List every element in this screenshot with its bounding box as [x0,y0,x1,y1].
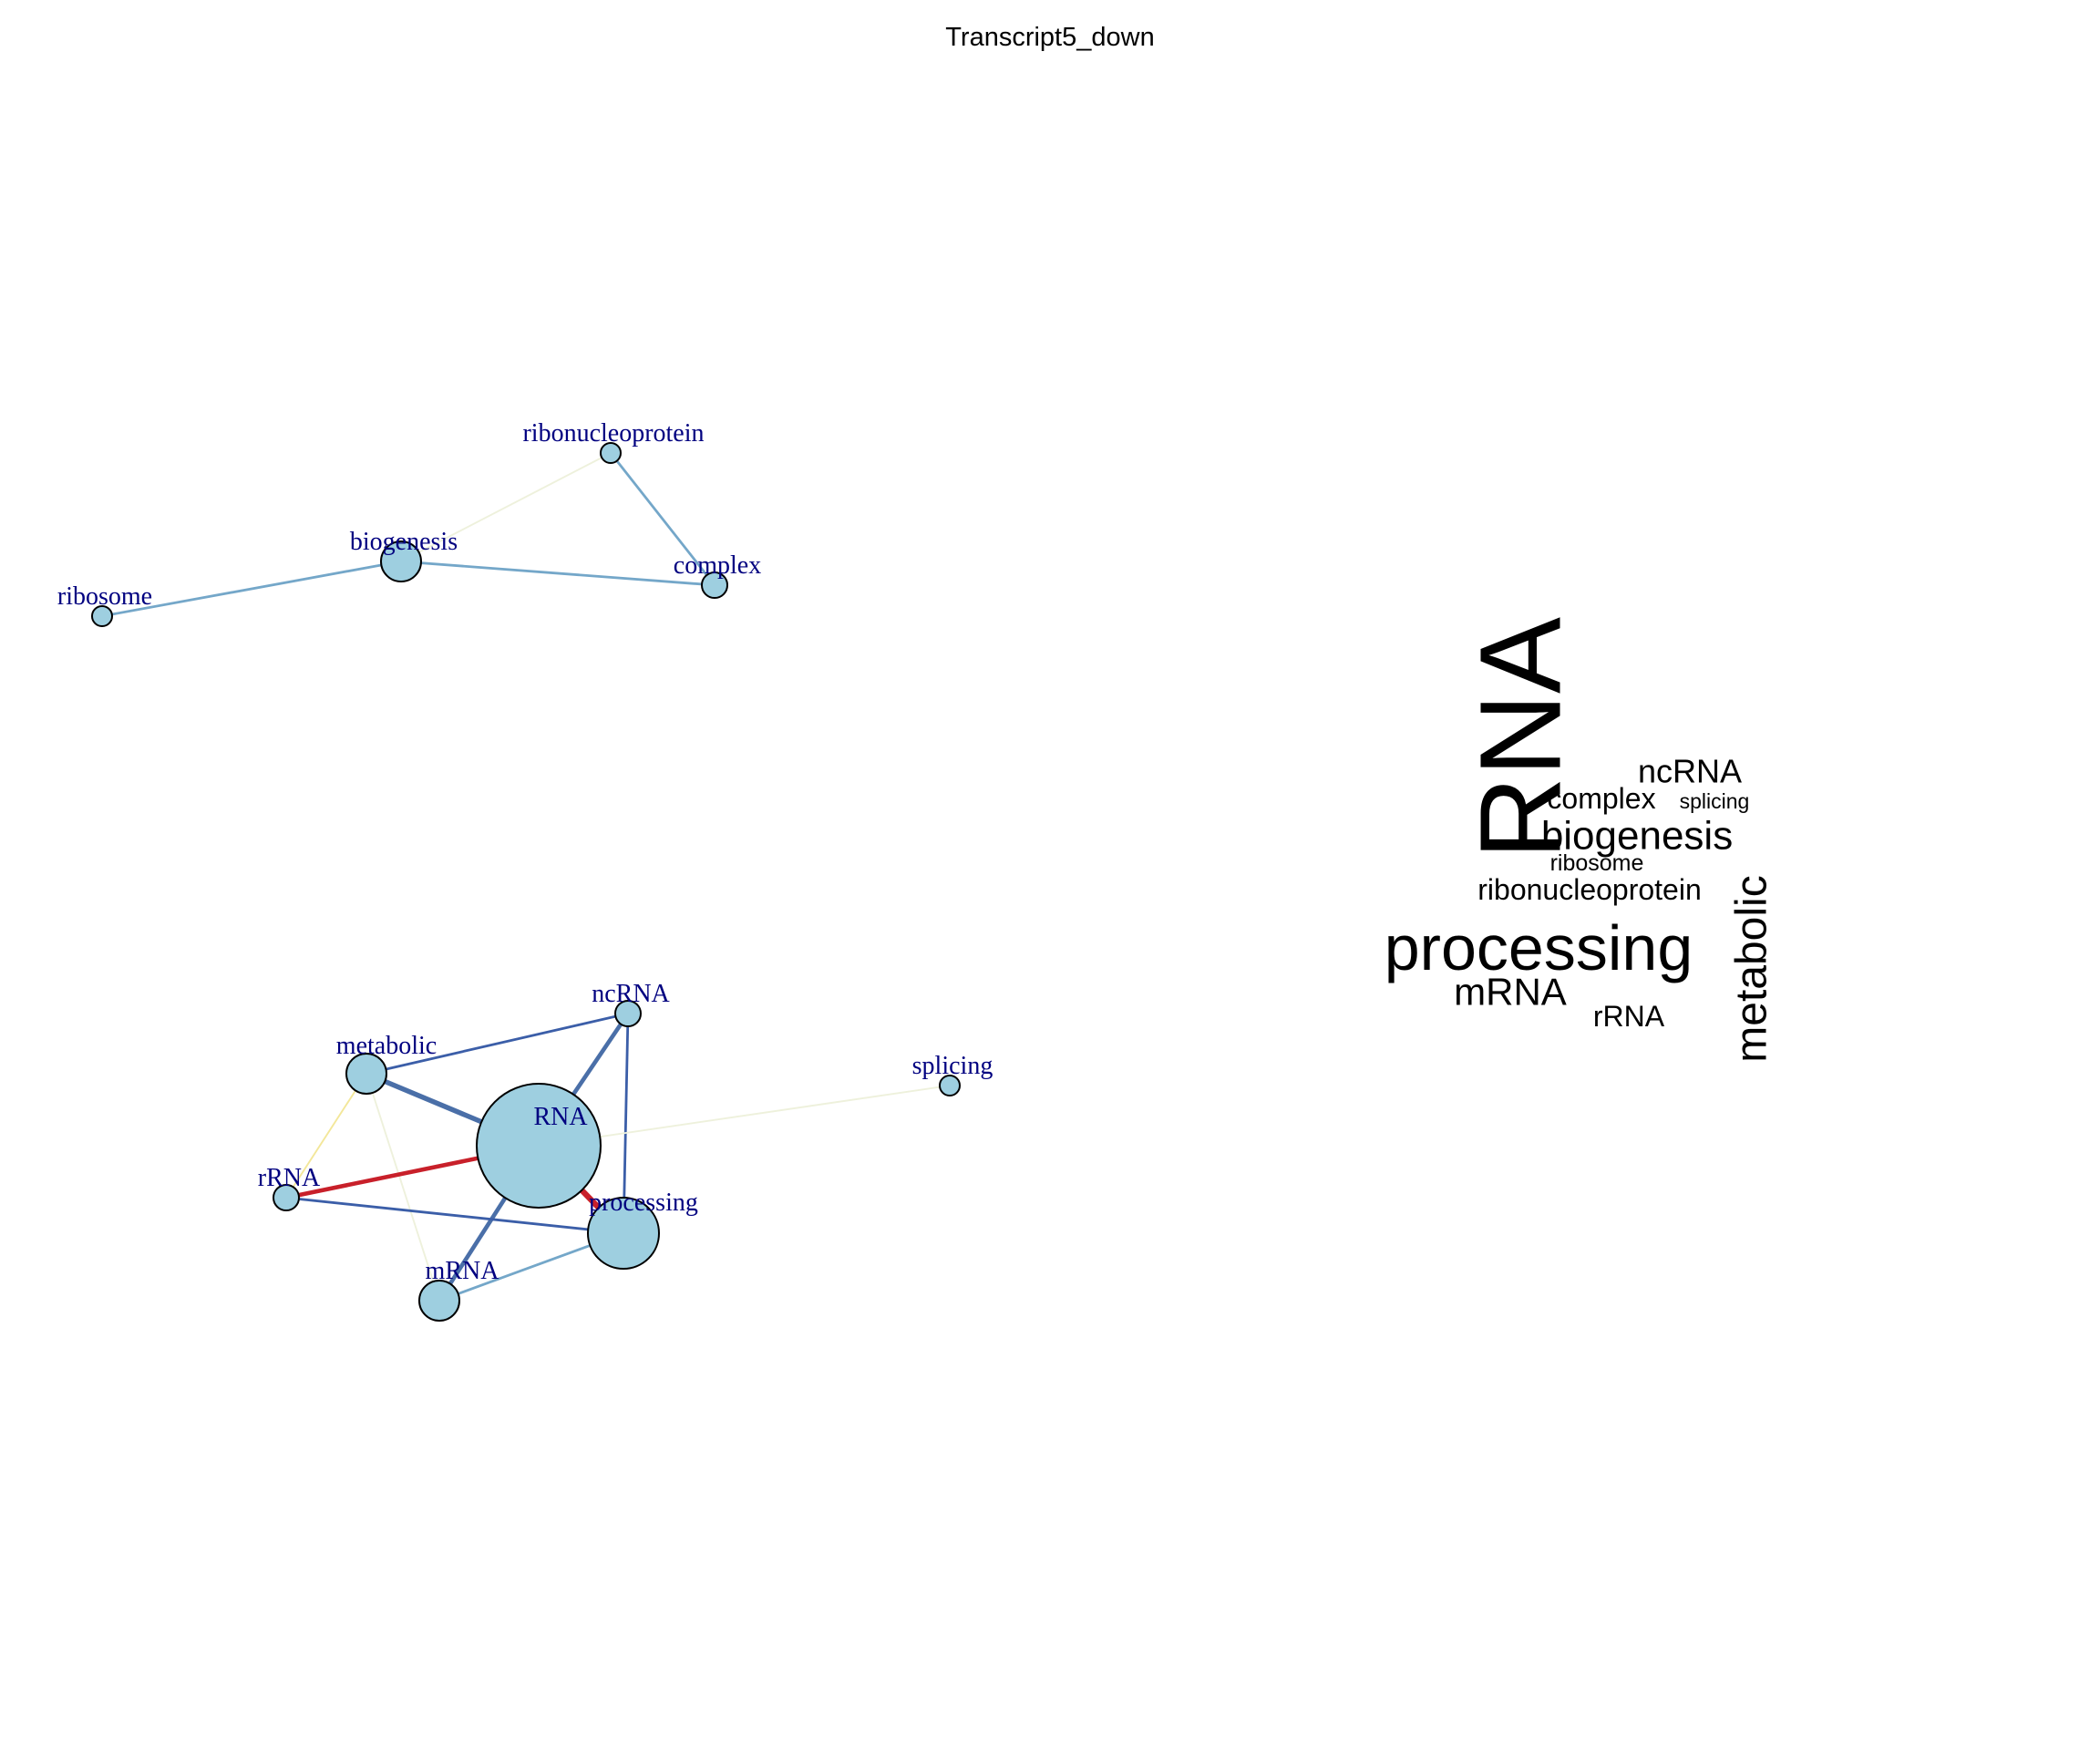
cloud-word-complex: complex [1547,782,1655,815]
node-label-complex: complex [674,551,761,580]
node-ribosome [91,605,113,627]
node-label-biogenesis: biogenesis [350,528,458,556]
node-ncRNA [614,1000,642,1027]
node-metabolic [345,1053,387,1095]
node-rRNA [273,1184,300,1211]
edge-ribonucleoprotein-complex [609,452,716,586]
node-biogenesis [380,540,422,582]
network-labels: ribonucleoprotein biogenesis complex riboso… [57,419,993,1285]
node-label-ncRNA: ncRNA [592,980,670,1008]
node-label-ribonucleoprotein: ribonucleoprotein [522,419,704,448]
node-label-mRNA: mRNA [426,1257,500,1285]
edge-biogenesis-ribosome [101,560,402,618]
node-complex [701,571,728,599]
edge-ncRNA-processing [622,1013,630,1234]
node-RNA [476,1083,602,1209]
node-label-rRNA: rRNA [258,1164,321,1192]
cloud-word-splicing: splicing [1680,789,1750,813]
node-mRNA [418,1280,460,1322]
cloud-word-metabolic: metabolic [1728,875,1776,1062]
cloud-word-ncRNA: ncRNA [1638,753,1742,790]
node-ribonucleoprotein [600,442,622,464]
node-label-processing: processing [589,1189,698,1217]
edge-rRNA-processing [285,1196,624,1235]
node-label-RNA: RNA [533,1103,588,1131]
edge-RNA-splicing [538,1085,951,1147]
node-label-metabolic: metabolic [336,1032,437,1060]
node-splicing [939,1075,961,1096]
edge-metabolic-ncRNA [365,1012,629,1076]
edge-ribonucleoprotein-biogenesis [400,452,612,562]
edge-metabolic-rRNA [285,1073,367,1199]
cloud-word-biogenesis: biogenesis [1541,814,1733,859]
cloud-word-ribonucleoprotein: ribonucleoprotein [1477,873,1702,906]
node-processing [587,1197,660,1270]
edge-metabolic-mRNA [365,1073,440,1302]
cloud-word-mRNA: mRNA [1454,971,1567,1014]
plot-title: Transcript5_down [945,23,1154,52]
node-label-splicing: splicing [912,1052,993,1080]
cloud-word-RNA: RNA [1457,617,1585,860]
cloud-word-ribosome: ribosome [1550,850,1644,876]
node-label-ribosome: ribosome [57,582,152,611]
cooccurrence-network: ribonucleoprotein biogenesis complex riboso… [57,419,993,1322]
network-nodes [91,442,961,1322]
word-cloud: RNA processing metabolic biogenesis mRNA ncRN… [1385,617,1776,1063]
edge-biogenesis-complex [400,560,715,587]
cloud-word-rRNA: rRNA [1593,1000,1665,1033]
cloud-word-processing: processing [1385,912,1693,983]
